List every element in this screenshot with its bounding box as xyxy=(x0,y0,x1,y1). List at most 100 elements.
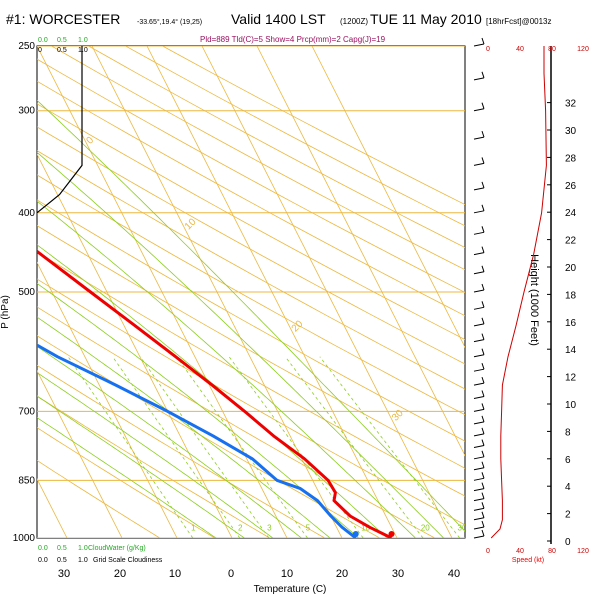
barb-flag xyxy=(481,390,485,397)
speed-bottom-tick: 40 xyxy=(516,548,524,555)
barb-flag xyxy=(481,37,485,45)
barb-staff xyxy=(473,187,485,191)
isotherm-line xyxy=(146,46,398,538)
dry-adiabat-line xyxy=(37,427,216,538)
temperature-tick-label: 30 xyxy=(392,568,404,580)
barb-staff xyxy=(473,535,485,539)
wind-barb xyxy=(473,301,485,310)
barb-staff xyxy=(473,467,485,471)
barb-flag xyxy=(481,363,485,370)
cloud-water-tick: 0.5 xyxy=(57,545,67,552)
wind-barb xyxy=(473,482,485,492)
station-title: #1: WORCESTER xyxy=(6,11,120,27)
height-tick-label: 4 xyxy=(565,482,571,493)
dry-adiabat-line xyxy=(37,150,465,390)
barb-staff xyxy=(473,408,485,412)
barb-flag xyxy=(481,204,485,211)
pressure-tick-label: 1000 xyxy=(13,533,36,544)
barb-staff xyxy=(473,507,485,511)
dry-adiabat-line xyxy=(37,174,465,416)
barb-flag xyxy=(481,502,485,509)
height-tick-label: 22 xyxy=(565,236,577,247)
barb-flag xyxy=(481,246,485,253)
wind-barb xyxy=(473,439,485,449)
barb-flag xyxy=(481,511,485,518)
dry-adiabat-line xyxy=(37,126,465,365)
height-tick-label: 18 xyxy=(565,290,577,301)
isotherm-line xyxy=(0,46,12,538)
cloud-top-tick: 0.5 xyxy=(57,37,67,44)
moist-adiabat-line xyxy=(37,200,416,538)
height-tick-label: 2 xyxy=(565,510,571,521)
cloud-water-label: CloudWater (g/Kg) xyxy=(88,545,146,552)
surface-temperature-marker xyxy=(388,531,395,537)
temperature-tick-label: 10 xyxy=(281,568,293,580)
mixing-ratio-line xyxy=(139,356,270,538)
height-tick-label: 30 xyxy=(565,126,577,137)
cloud-top-tick: 0.0 xyxy=(38,37,48,44)
cloudiness-line xyxy=(36,46,83,214)
wind-barb xyxy=(473,37,485,47)
cloud-mid-tick: 0.5 xyxy=(57,47,67,54)
height-tick-label: 14 xyxy=(565,345,577,356)
barb-staff xyxy=(473,477,485,481)
mixing-ratio-line xyxy=(319,356,461,538)
height-tick-label: 28 xyxy=(565,153,577,164)
pressure-tick-label: 400 xyxy=(18,208,35,219)
barb-staff xyxy=(473,289,485,293)
height-tick-label: 12 xyxy=(565,373,577,384)
barb-flag xyxy=(481,403,485,410)
pressure-tick-label: 700 xyxy=(18,406,35,417)
barb-staff xyxy=(473,517,485,521)
pressure-tick-label: 850 xyxy=(18,475,35,486)
wind-barb xyxy=(473,472,485,481)
speed-top-tick: 40 xyxy=(516,46,524,53)
barb-flag xyxy=(481,415,485,423)
barb-flag xyxy=(481,439,485,446)
mixing-ratio-label: 5 xyxy=(306,524,311,533)
barb-staff xyxy=(473,456,485,460)
mixing-ratio-label: 2 xyxy=(238,524,243,533)
temperature-tick-label: 10 xyxy=(169,568,181,580)
bottom-scales: 0.0 0.0 0.5 0.5 1.0 1.0 xyxy=(38,545,88,564)
barb-staff xyxy=(473,396,485,399)
dry-adiabat-line xyxy=(37,306,436,538)
moist-adiabat-line xyxy=(37,151,445,538)
height-tick-label: 0 xyxy=(565,537,571,548)
dry-adiabat-line xyxy=(50,46,465,271)
barb-staff xyxy=(473,231,485,235)
barb-staff xyxy=(473,77,485,81)
pressure-tick-label: 250 xyxy=(18,41,35,52)
wind-barb xyxy=(473,363,485,372)
barb-flag xyxy=(481,265,485,272)
temperature-line xyxy=(37,249,393,538)
dry-adiabat-line xyxy=(37,225,465,469)
speed-bottom-tick: 80 xyxy=(548,548,556,555)
moist-adiabat-line xyxy=(37,346,303,538)
height-tick-label: 32 xyxy=(565,99,577,110)
wind-barb xyxy=(473,520,485,530)
utc-time: (1200Z) xyxy=(340,17,368,26)
barb-flag xyxy=(481,71,485,78)
wind-barb xyxy=(473,427,485,437)
barb-flag xyxy=(481,376,485,384)
mixing-ratio-label: 1 xyxy=(191,524,196,533)
barb-staff xyxy=(473,368,485,372)
barb-staff xyxy=(473,210,485,214)
barb-staff xyxy=(473,354,485,358)
wind-barb xyxy=(473,317,485,327)
wind-barb xyxy=(473,450,485,460)
speed-top-tick: 80 xyxy=(548,46,556,53)
barb-staff xyxy=(473,445,485,449)
barb-staff xyxy=(473,252,485,256)
cloud-mid-tick: 0 xyxy=(38,47,42,54)
speed-top-tick: 0 xyxy=(486,46,490,53)
cloudiness-tick: 1.0 xyxy=(78,557,88,564)
cloud-mid-tick: 1.0 xyxy=(78,47,88,54)
dry-adiabat-line xyxy=(37,395,271,538)
barb-flag xyxy=(481,492,485,499)
barb-flag xyxy=(481,317,485,324)
wind-barb xyxy=(473,529,485,539)
moist-adiabat-line xyxy=(37,316,331,538)
